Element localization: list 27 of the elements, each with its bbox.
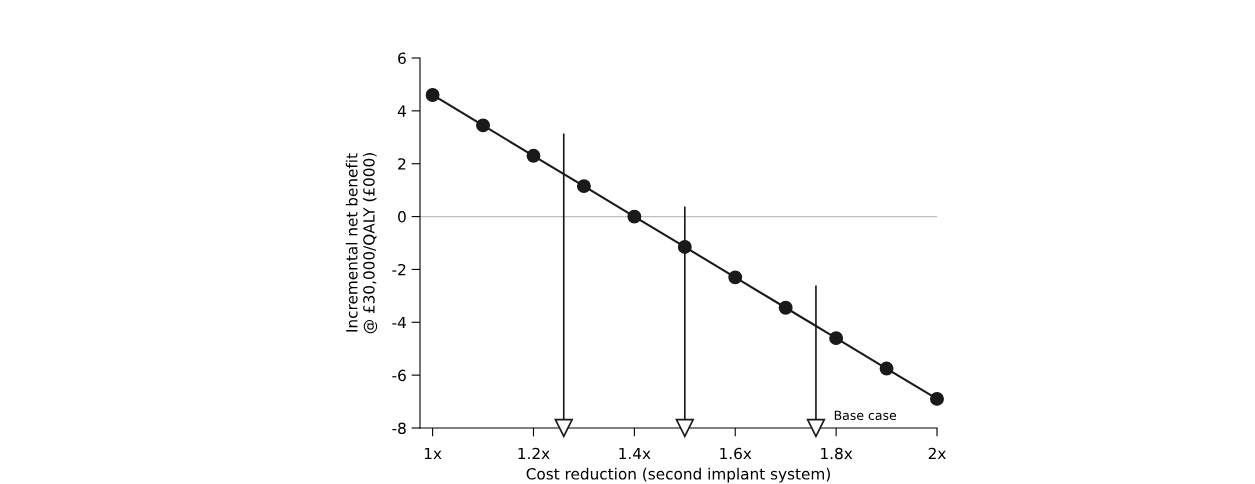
- y-tick-label: 6: [398, 52, 406, 65]
- point: [778, 300, 793, 315]
- x-axis-title: Cost reduction (second implant system): [526, 467, 830, 483]
- point: [728, 270, 743, 285]
- y-tick-label: -6: [392, 369, 406, 382]
- x-tick-label: 1.6x: [720, 447, 752, 460]
- y-axis-title: Incremental net benefit @ £30,000/QALY (£000): [345, 153, 378, 334]
- y-tick-label: 0: [398, 211, 406, 223]
- point: [829, 331, 844, 346]
- point: [879, 361, 894, 376]
- point: [576, 179, 591, 194]
- point: [930, 391, 944, 406]
- x-tick-label: 1.2x: [518, 447, 550, 460]
- y-tick-label: -8: [392, 422, 406, 435]
- point: [526, 148, 541, 163]
- y-tick-label: 2: [398, 158, 406, 170]
- point: [627, 209, 642, 224]
- ref-line-label: Base case: [834, 410, 897, 421]
- x-tick-label: 1.8x: [821, 447, 853, 460]
- y-tick-label: -4: [392, 316, 406, 329]
- y-tick-label: 4: [397, 105, 406, 117]
- y-tick-label: -2: [392, 263, 406, 276]
- point: [476, 118, 490, 133]
- x-tick-label: 2x: [928, 447, 946, 460]
- x-tick-label: 1x: [424, 447, 442, 460]
- point: [425, 88, 440, 102]
- x-tick-label: 1.4x: [619, 447, 651, 460]
